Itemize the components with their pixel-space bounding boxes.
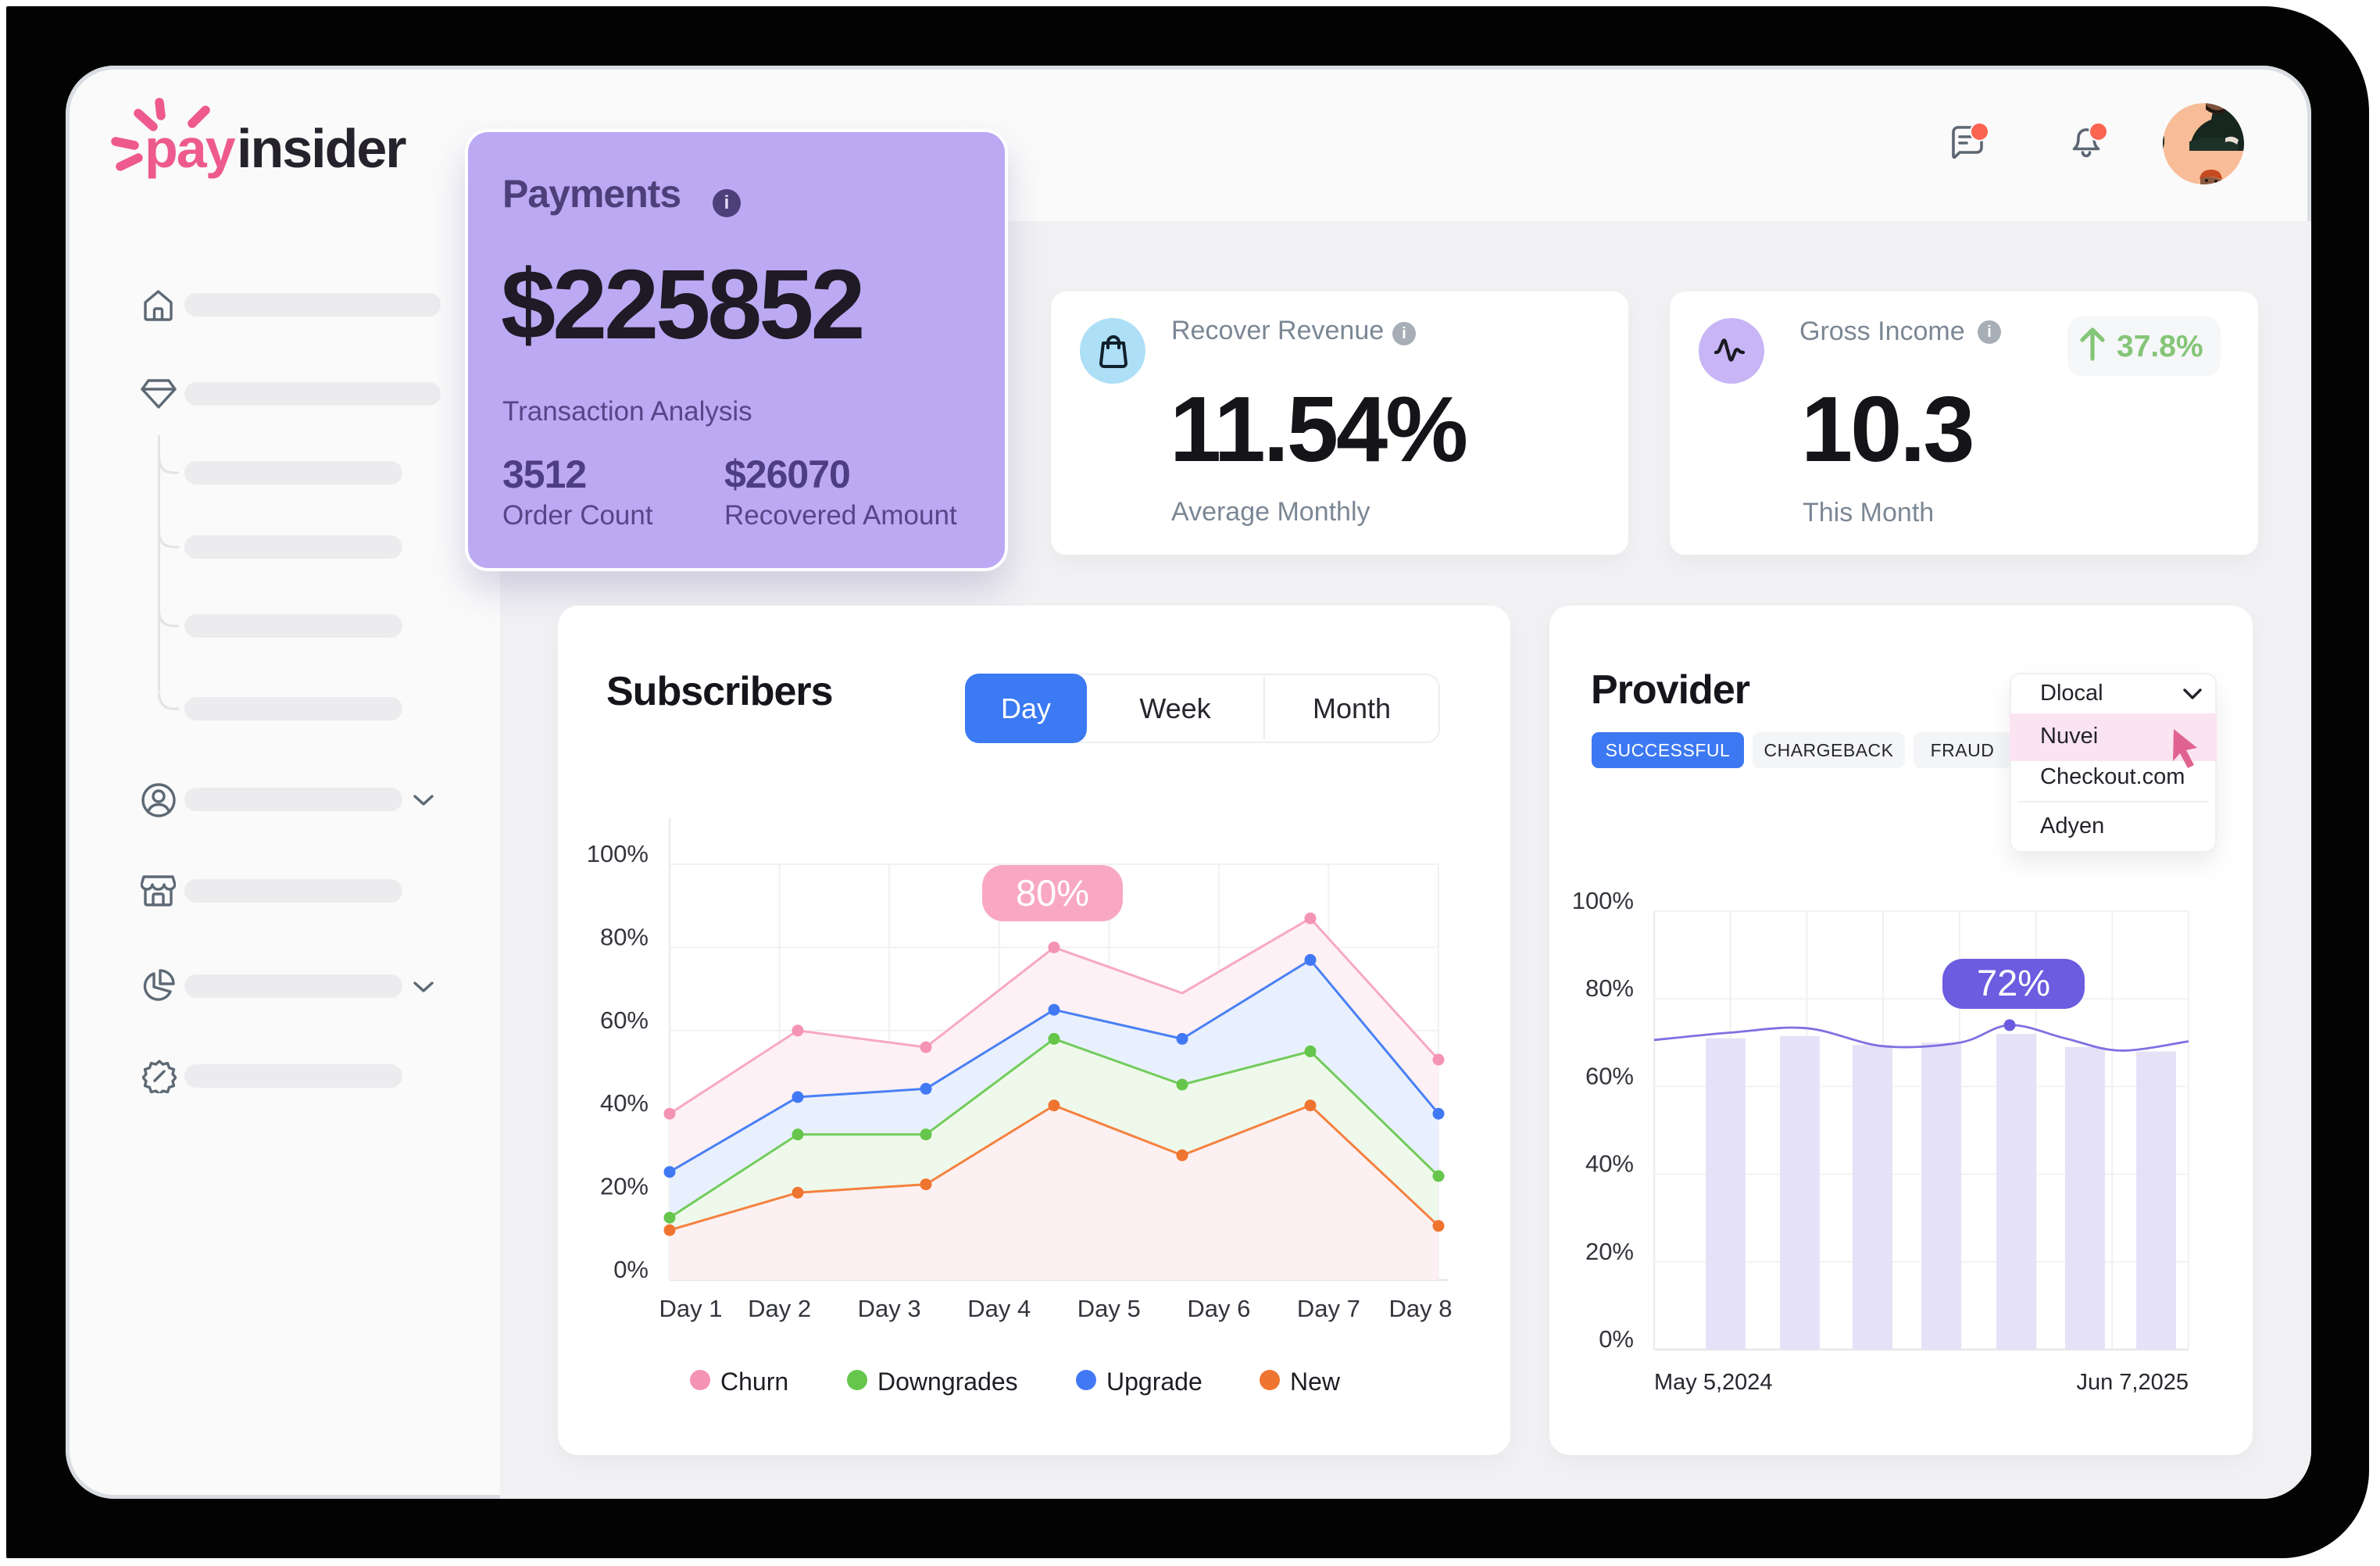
svg-text:80%: 80% <box>1016 872 1089 914</box>
svg-text:Day 8: Day 8 <box>1389 1295 1453 1322</box>
svg-text:Jun 7,2025: Jun 7,2025 <box>2076 1370 2189 1395</box>
svg-text:60%: 60% <box>1585 1062 1634 1089</box>
svg-text:pay: pay <box>145 118 236 179</box>
svg-text:New: New <box>1290 1368 1341 1396</box>
svg-text:0%: 0% <box>613 1256 649 1283</box>
svg-text:20%: 20% <box>600 1173 649 1200</box>
svg-text:Day 1: Day 1 <box>659 1295 723 1322</box>
svg-text:100%: 100% <box>587 840 649 867</box>
svg-text:Upgrade: Upgrade <box>1106 1368 1203 1396</box>
svg-text:Day 2: Day 2 <box>748 1295 811 1322</box>
svg-text:80%: 80% <box>1585 974 1634 1002</box>
svg-text:May 5,2024: May 5,2024 <box>1654 1370 1773 1395</box>
svg-text:Day 3: Day 3 <box>858 1295 921 1322</box>
svg-text:60%: 60% <box>600 1006 649 1034</box>
svg-text:Day 5: Day 5 <box>1077 1295 1141 1322</box>
svg-text:0%: 0% <box>1599 1325 1634 1353</box>
svg-text:Day 4: Day 4 <box>967 1295 1031 1322</box>
svg-text:Churn: Churn <box>720 1368 788 1396</box>
svg-text:Day 7: Day 7 <box>1297 1295 1360 1322</box>
svg-text:Downgrades: Downgrades <box>877 1368 1018 1396</box>
svg-text:40%: 40% <box>1585 1150 1634 1178</box>
svg-text:100%: 100% <box>1572 887 1634 914</box>
svg-text:80%: 80% <box>600 923 649 950</box>
svg-text:insider: insider <box>237 118 406 179</box>
svg-text:72%: 72% <box>1977 962 2050 1003</box>
svg-text:40%: 40% <box>600 1089 649 1117</box>
svg-text:Day 6: Day 6 <box>1187 1295 1250 1322</box>
svg-text:20%: 20% <box>1585 1238 1634 1265</box>
